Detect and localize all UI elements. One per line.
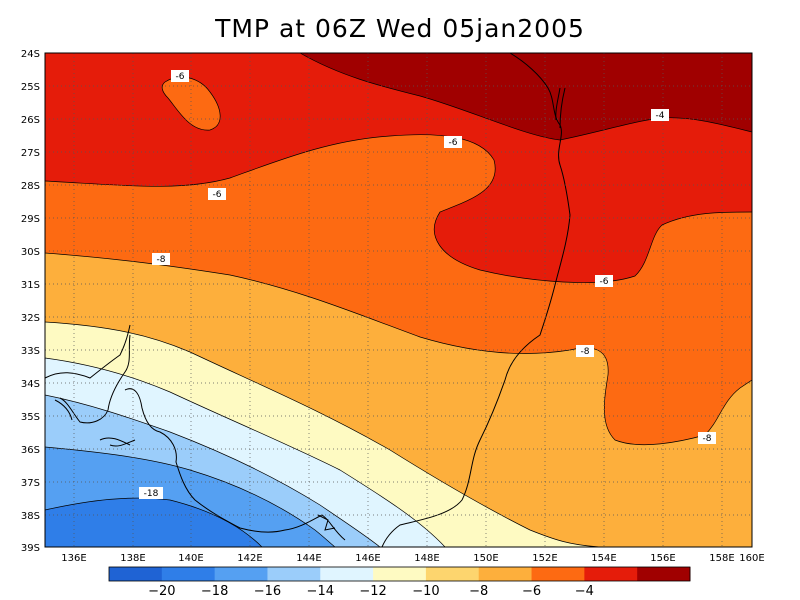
colorbar-label: −8	[469, 584, 488, 599]
lat-tick-label: 27S	[21, 148, 40, 159]
colorbar-label: −16	[254, 584, 281, 599]
colorbar-frame	[108, 566, 691, 582]
colorbar-swatch	[214, 567, 268, 581]
page-title: TMP at 06Z Wed 05jan2005	[215, 14, 585, 43]
lon-tick-label: 148E	[414, 553, 439, 564]
lat-tick-label: 35S	[21, 412, 40, 423]
colorbar-swatch	[161, 567, 216, 581]
contour-fill-layer	[45, 53, 752, 547]
longitude-axis: 136E 138E 140E 142E 144E 146E 148E 150E …	[61, 553, 764, 564]
colorbar-swatch	[109, 567, 163, 581]
colorbar-label: −12	[359, 584, 386, 599]
svg-text:-18: -18	[144, 489, 159, 499]
colorbar: −20 −18 −16 −14 −12 −10 −8 −6 −4	[108, 566, 691, 599]
contour-label: -8	[698, 432, 716, 444]
svg-text:-6: -6	[213, 190, 222, 200]
lat-tick-label: 33S	[21, 346, 40, 357]
lat-tick-label: 26S	[21, 115, 40, 126]
colorbar-label: −4	[575, 584, 594, 599]
lon-tick-label: 146E	[355, 553, 380, 564]
colorbar-swatch	[531, 567, 585, 581]
latitude-axis: 24S 25S 26S 27S 28S 29S 30S 31S 32S 33S …	[21, 49, 40, 554]
colorbar-swatches	[109, 567, 691, 581]
lon-tick-label: 160E	[739, 553, 764, 564]
colorbar-label: −6	[522, 584, 541, 599]
colorbar-label: −14	[307, 584, 334, 599]
lat-tick-label: 36S	[21, 445, 40, 456]
lon-tick-label: 144E	[296, 553, 321, 564]
lat-tick-label: 25S	[21, 82, 40, 93]
lat-tick-label: 34S	[21, 379, 40, 390]
lon-tick-label: 142E	[237, 553, 262, 564]
lat-tick-label: 29S	[21, 214, 40, 225]
contour-label: -18	[139, 487, 163, 499]
contour-label: -6	[595, 275, 613, 287]
colorbar-swatch	[425, 567, 480, 581]
lon-tick-label: 158E	[709, 553, 734, 564]
svg-text:-6: -6	[176, 72, 185, 82]
lon-tick-label: 156E	[650, 553, 675, 564]
lat-tick-label: 31S	[21, 280, 40, 291]
contour-value-labels: -6 -6 -4 -6 -8 -6 -8 -8 -18	[139, 70, 716, 499]
contour-label: -6	[208, 188, 226, 200]
lat-tick-label: 37S	[21, 478, 40, 489]
svg-text:-6: -6	[449, 138, 458, 148]
lat-tick-label: 24S	[21, 49, 40, 60]
svg-text:-8: -8	[157, 255, 166, 265]
lon-tick-label: 150E	[473, 553, 498, 564]
svg-text:-8: -8	[581, 347, 590, 357]
colorbar-label: −18	[201, 584, 228, 599]
contour-label: -8	[152, 253, 170, 265]
lon-tick-label: 154E	[591, 553, 616, 564]
colorbar-label: −20	[148, 584, 175, 599]
contour-label: -6	[171, 70, 189, 82]
lon-tick-label: 136E	[61, 553, 86, 564]
svg-text:-8: -8	[703, 434, 712, 444]
colorbar-swatch	[267, 567, 321, 581]
colorbar-swatch	[478, 567, 533, 581]
lat-tick-label: 28S	[21, 181, 40, 192]
lon-tick-label: 152E	[532, 553, 557, 564]
band-minus-20	[45, 498, 262, 547]
lon-tick-label: 138E	[120, 553, 145, 564]
lat-tick-label: 38S	[21, 511, 40, 522]
svg-text:-4: -4	[656, 111, 665, 121]
lon-tick-label: 140E	[178, 553, 203, 564]
contour-label: -6	[444, 136, 462, 148]
svg-text:-6: -6	[600, 277, 609, 287]
colorbar-swatch	[637, 567, 691, 581]
contour-label: -4	[651, 109, 669, 121]
colorbar-labels: −20 −18 −16 −14 −12 −10 −8 −6 −4	[148, 584, 594, 599]
colorbar-swatch	[373, 567, 427, 581]
island-minus-8	[162, 77, 221, 131]
band-minus-4	[300, 53, 752, 140]
colorbar-swatch	[584, 567, 638, 581]
plot-frame	[44, 52, 753, 548]
colorbar-label: −10	[412, 584, 439, 599]
colorbar-swatch	[320, 567, 374, 581]
contour-lines	[45, 53, 752, 547]
coastlines-borders	[45, 53, 571, 547]
lat-tick-label: 39S	[21, 543, 40, 554]
lat-tick-label: 30S	[21, 247, 40, 258]
contour-label: -8	[576, 345, 594, 357]
lat-tick-label: 32S	[21, 313, 40, 324]
